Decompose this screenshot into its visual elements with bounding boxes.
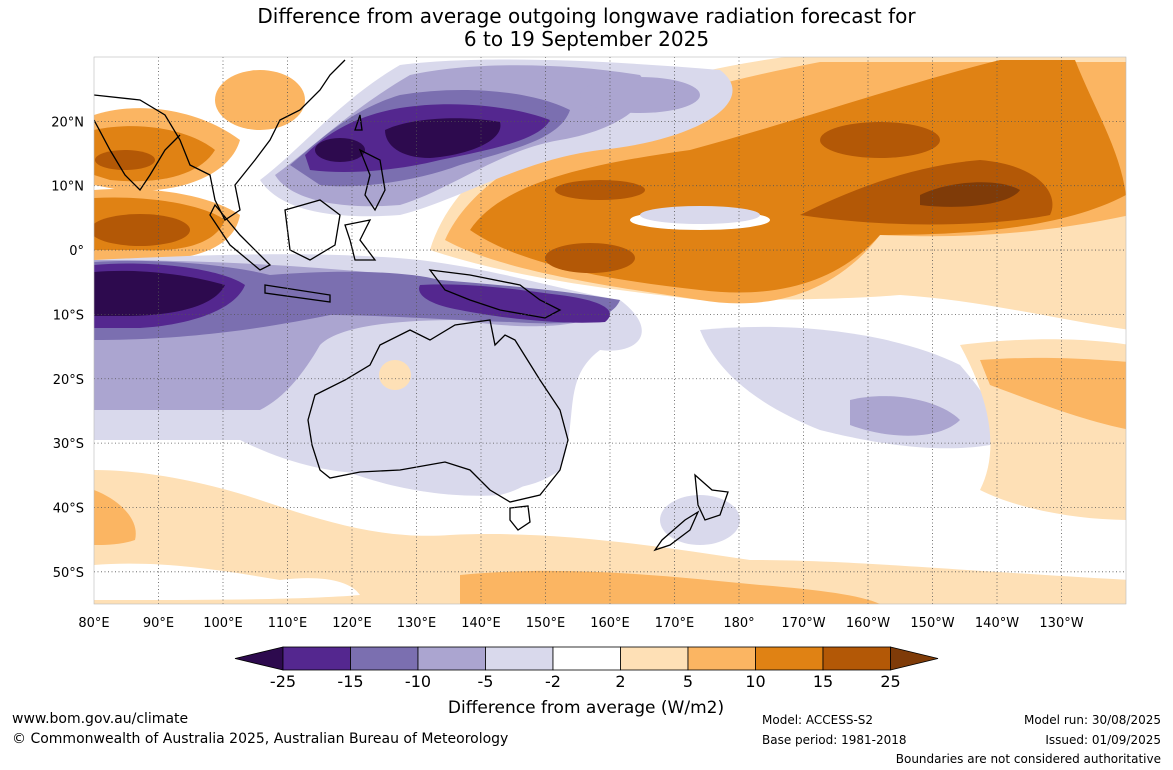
legend-swatch	[822, 646, 891, 671]
taiwan-coastline	[354, 114, 363, 131]
longitude-label: 120°E	[332, 616, 372, 631]
anomaly-field	[94, 57, 1126, 604]
legend-swatch	[485, 646, 554, 671]
legend-tick-label: -15	[337, 672, 363, 691]
anomaly-2-5-southern-ocean	[94, 470, 1126, 604]
anomaly-5-10-southern-indian	[94, 490, 136, 545]
java-coastline	[264, 284, 331, 303]
anomaly-2-5-nw-australia	[379, 360, 411, 390]
anomaly-5-10-south-china	[215, 70, 305, 130]
graticule	[94, 57, 1126, 604]
philippines-coastline	[358, 148, 386, 212]
longitude-label: 140°W	[975, 616, 1019, 631]
legend-tick-label: -2	[545, 672, 561, 691]
anomaly-10-15-tropical-band	[470, 60, 1126, 293]
latitude-label: 10°S	[53, 308, 84, 323]
latitude-label: 0°	[69, 244, 84, 259]
anomaly-neg-5-10-south-pacific-core	[850, 396, 960, 436]
latitude-label: 20°S	[53, 373, 84, 388]
longitude-label: 170°W	[781, 616, 825, 631]
legend-tick-label: 2	[615, 672, 625, 691]
latitude-labels: 20°N 10°N 0° 10°S 20°S 30°S 40°S 50°S	[51, 115, 84, 580]
base-period-text: Base period: 1981-2018	[762, 733, 907, 747]
longitude-label: 80°E	[78, 616, 109, 631]
latitude-label: 30°S	[53, 437, 84, 452]
anomaly-neg-15-25-png	[419, 284, 610, 323]
longitude-label: 130°W	[1039, 616, 1083, 631]
anomaly-5-10-east-south-pacific	[980, 357, 1126, 430]
longitude-label: 170°E	[655, 616, 695, 631]
legend-title: Difference from average (W/m2)	[448, 698, 724, 718]
model-run-text: Model run: 30/08/2025	[1023, 713, 1161, 727]
legend-swatch	[417, 646, 486, 671]
latitude-label: 10°N	[51, 180, 84, 195]
color-legend	[234, 646, 939, 671]
new-zealand-south-coastline	[653, 510, 700, 552]
longitude-labels: 80°E 90°E 100°E 110°E 120°E 130°E 140°E 150°E 16…	[78, 616, 1083, 631]
anomaly-neg-2-5-new-zealand	[660, 495, 740, 545]
anomaly-neg-2-5-australia	[298, 364, 553, 496]
new-guinea-coastline	[428, 269, 562, 319]
legend-tick-label: 15	[813, 672, 833, 691]
legend-swatch	[350, 646, 419, 671]
anomaly-15-25-bay-of-bengal	[95, 150, 155, 170]
legend-arrow-low	[234, 646, 284, 671]
anomaly-lt-25-nw-pacific	[385, 118, 501, 158]
legend-tick-label: 10	[745, 672, 765, 691]
legend-arrow-high	[890, 646, 939, 671]
coastlines	[94, 59, 729, 552]
anomaly-lt-25-west-indian	[94, 270, 225, 316]
map-title-line-1: Difference from average outgoing longwav…	[257, 4, 916, 28]
anomaly-15-25-east-cell	[820, 122, 940, 158]
anomaly-15-25-equatorial-indian	[94, 214, 190, 246]
anomaly-gt-25-core	[920, 182, 1020, 207]
legend-swatch	[620, 646, 689, 671]
latitude-label: 20°N	[51, 115, 84, 130]
longitude-label: 110°E	[268, 616, 308, 631]
sulawesi-coastline	[344, 219, 377, 261]
longitude-label: 180°	[723, 616, 754, 631]
legend-tick-label: 25	[880, 672, 900, 691]
anomaly-neg-5-10-central-north	[580, 77, 700, 113]
map-title-line-2: 6 to 19 September 2025	[463, 27, 710, 51]
longitude-label: 130°E	[397, 616, 437, 631]
australia-coastline	[307, 319, 569, 503]
longitude-label: 150°E	[526, 616, 566, 631]
india-coastline	[94, 119, 181, 192]
legend-swatch	[552, 646, 621, 671]
anomaly-lt-25-philippine-sea	[315, 138, 365, 162]
legend-tick-labels: -25 -15 -10 -5 -2 2 5 10 15 25	[270, 672, 901, 691]
asia-coastline	[94, 59, 346, 221]
anomaly-15-25-png-north	[545, 243, 635, 273]
tasmania-coastline	[509, 505, 531, 531]
anomaly-15-25-date-line-cell	[555, 180, 645, 200]
disclaimer-text: Boundaries are not considered authoritat…	[895, 752, 1161, 766]
legend-swatch	[687, 646, 756, 671]
longitude-label: 100°E	[203, 616, 243, 631]
anomaly-neutral-southern-gap	[94, 563, 360, 600]
anomaly-neg-2-5-hawaii-gap	[640, 206, 760, 224]
new-zealand-north-coastline	[694, 473, 729, 521]
longitude-label: 150°W	[910, 616, 954, 631]
legend-tick-label: -5	[478, 672, 494, 691]
anomaly-5-10-southern-ocean	[460, 570, 880, 604]
longitude-label: 140°E	[461, 616, 501, 631]
website-text: www.bom.gov.au/climate	[12, 711, 189, 727]
latitude-label: 40°S	[53, 501, 84, 516]
copyright-text: © Commonwealth of Australia 2025, Austra…	[12, 731, 509, 747]
legend-tick-label: -10	[405, 672, 431, 691]
latitude-label: 50°S	[53, 566, 84, 581]
legend-tick-label: -25	[270, 672, 296, 691]
issued-text: Issued: 01/09/2025	[1045, 733, 1161, 747]
longitude-label: 160°W	[846, 616, 890, 631]
longitude-label: 90°E	[143, 616, 174, 631]
legend-tick-label: 5	[683, 672, 693, 691]
sumatra-coastline	[209, 203, 272, 271]
model-text: Model: ACCESS-S2	[762, 713, 874, 727]
map-frame	[93, 56, 1127, 605]
legend-swatch	[755, 646, 824, 671]
legend-swatch	[282, 646, 351, 671]
longitude-label: 160°E	[590, 616, 630, 631]
